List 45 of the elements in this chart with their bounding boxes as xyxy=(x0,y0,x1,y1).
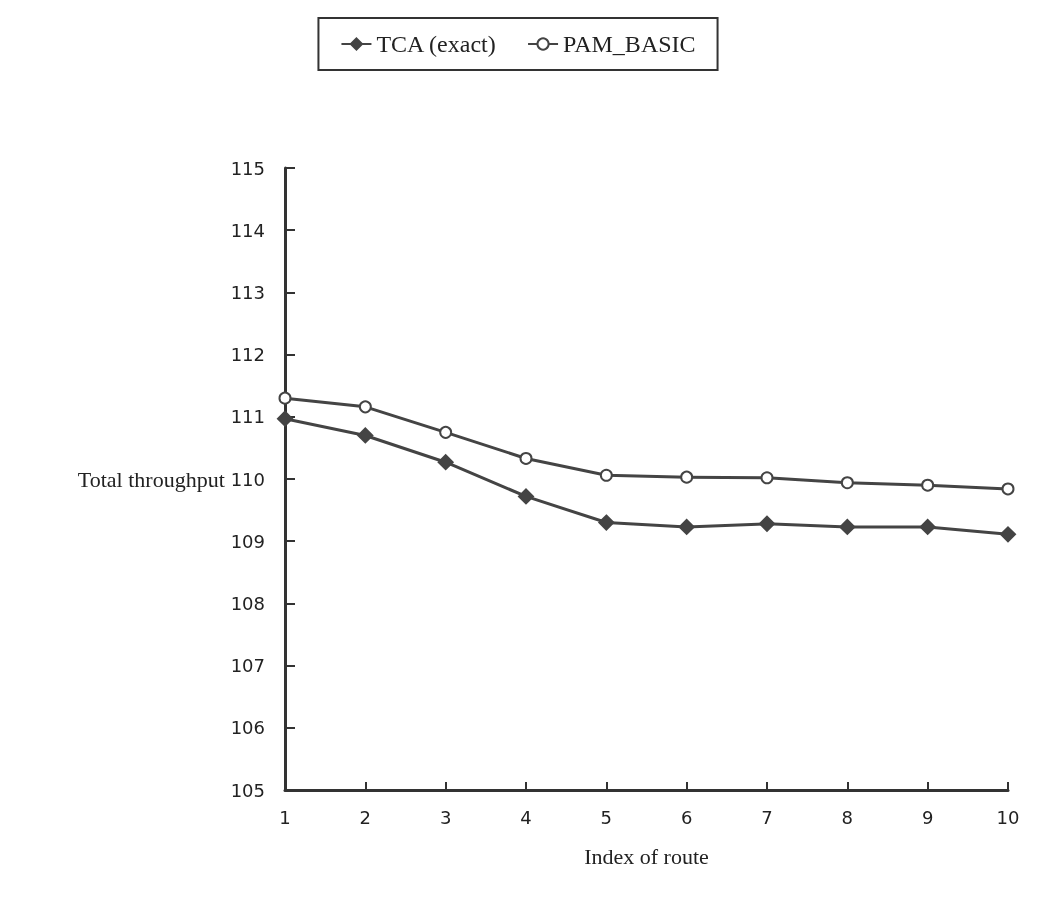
point xyxy=(278,391,292,405)
point xyxy=(519,451,533,465)
y-tick-label: 114 xyxy=(230,219,265,241)
y-tick-label: 111 xyxy=(230,406,265,428)
y-tick-label: 105 xyxy=(230,779,265,801)
point xyxy=(1000,526,1016,543)
point xyxy=(840,476,854,490)
point xyxy=(518,488,534,505)
point xyxy=(437,454,454,471)
point xyxy=(839,518,856,535)
point xyxy=(277,410,293,427)
x-tick-label: 5 xyxy=(600,806,613,828)
point xyxy=(439,425,453,439)
x-axis-title: Index of route xyxy=(584,843,709,869)
point xyxy=(357,427,374,444)
x-tick-label: 7 xyxy=(761,806,773,828)
point xyxy=(921,478,935,492)
y-tick-label: 106 xyxy=(230,717,265,739)
y-axis-title: Total throughput xyxy=(77,466,225,492)
point xyxy=(759,515,775,532)
point xyxy=(598,514,615,531)
x-tick-label: 4 xyxy=(520,806,532,828)
y-tick-label: 115 xyxy=(230,157,265,179)
point xyxy=(599,468,613,482)
point xyxy=(760,471,774,485)
legend-label: TCA (exact) xyxy=(376,31,496,57)
point xyxy=(358,400,372,414)
x-tick-label: 2 xyxy=(359,806,372,828)
point xyxy=(680,470,694,484)
x-tick-label: 3 xyxy=(439,806,452,828)
x-tick-label: 10 xyxy=(996,806,1020,828)
x-tick-label: 8 xyxy=(841,806,854,828)
y-tick-label: 113 xyxy=(230,281,265,303)
legend-label: PAM_BASIC xyxy=(563,31,696,57)
x-tick-label: 6 xyxy=(680,806,693,828)
y-tick-label: 109 xyxy=(230,530,265,552)
y-tick-label: 108 xyxy=(230,592,265,614)
point xyxy=(919,518,936,535)
point xyxy=(678,518,695,535)
x-tick-label: 9 xyxy=(921,806,934,828)
y-tick-label: 112 xyxy=(230,344,265,366)
point xyxy=(1001,482,1015,496)
x-tick-label: 1 xyxy=(279,806,291,828)
y-tick-label: 110 xyxy=(230,468,265,490)
y-tick-label: 107 xyxy=(230,655,265,677)
